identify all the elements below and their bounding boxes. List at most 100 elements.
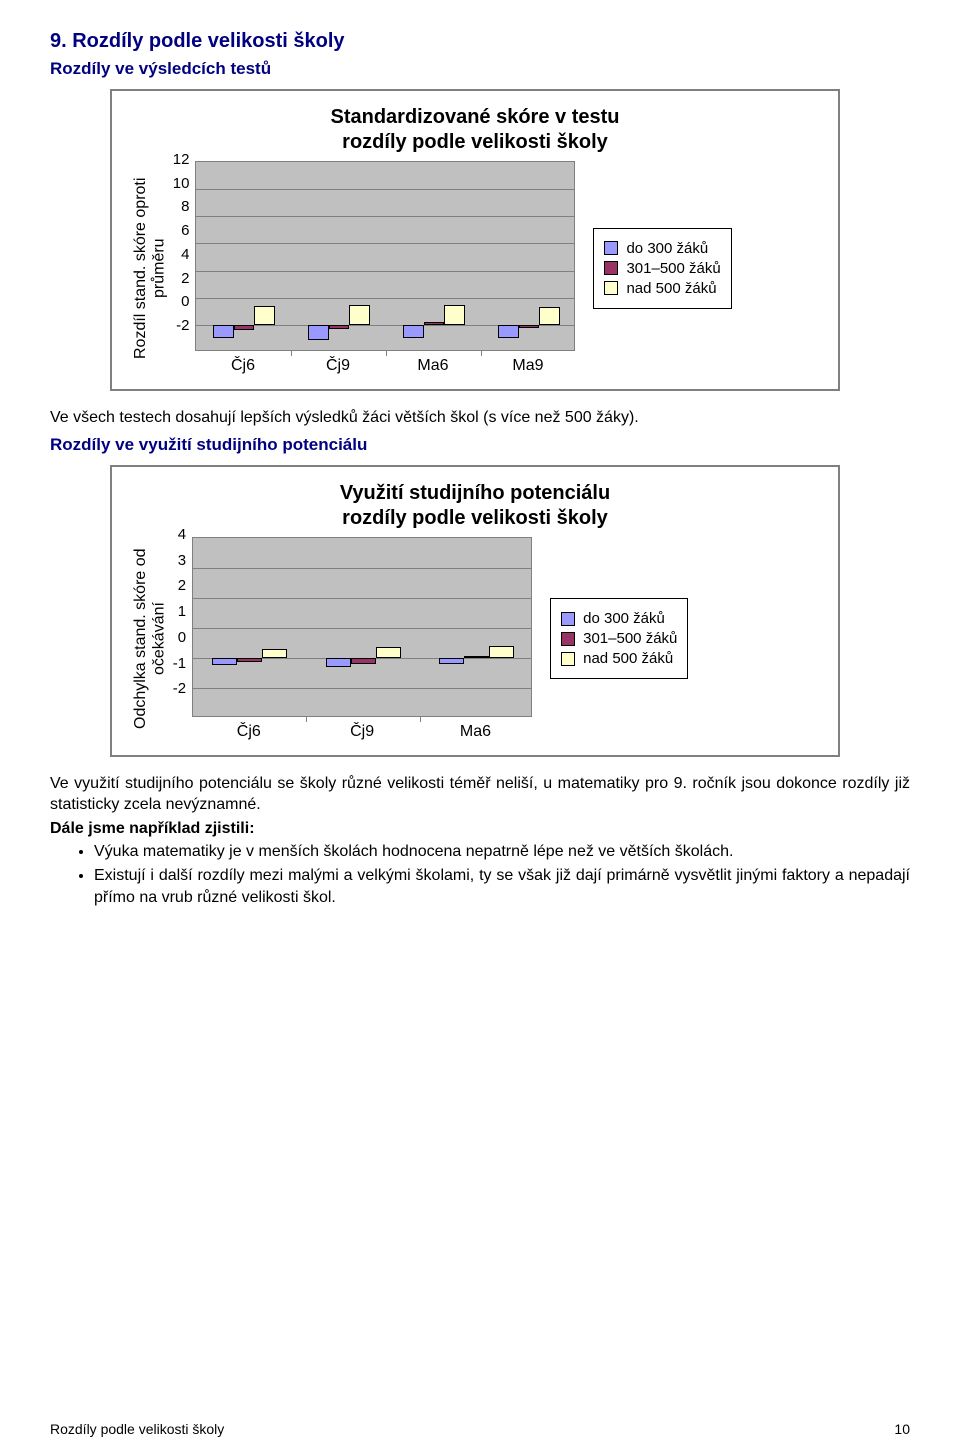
bar: [351, 658, 376, 664]
bar: [464, 656, 489, 658]
bar: [498, 325, 519, 339]
ytick-label: -2: [173, 314, 190, 338]
xtick-label: Čj6: [192, 723, 305, 741]
subheading-2: Rozdíly ve využití studijního potenciálu: [50, 435, 910, 455]
legend-swatch: [561, 652, 575, 666]
ytick-label: 4: [173, 242, 190, 266]
gridline: [193, 688, 531, 689]
bar: [308, 325, 329, 340]
legend-swatch: [561, 632, 575, 646]
bar: [539, 307, 560, 325]
category-separator: [481, 350, 482, 356]
ytick-label: 10: [173, 171, 190, 195]
chart-2-plot: [192, 537, 532, 717]
bar: [262, 649, 287, 658]
xtick-label: Čj6: [195, 357, 290, 375]
bar: [444, 305, 465, 325]
legend-swatch: [604, 281, 618, 295]
para-2: Ve využití studijního potenciálu se škol…: [50, 773, 910, 816]
xtick-label: Ma6: [419, 723, 532, 741]
bullets-intro: Dále jsme například zjistili:: [50, 818, 910, 840]
para-1: Ve všech testech dosahují lepších výsled…: [50, 407, 910, 429]
xtick-label: Ma9: [480, 357, 575, 375]
legend-item: nad 500 žáků: [604, 280, 720, 297]
footer-right: 10: [894, 1421, 910, 1437]
ytick-label: 3: [173, 547, 186, 573]
bar: [212, 658, 237, 666]
bullet-item: Existují i další rozdíly mezi malými a v…: [94, 865, 910, 908]
legend-label: do 300 žáků: [583, 610, 665, 627]
legend-item: do 300 žáků: [561, 610, 677, 627]
legend-label: nad 500 žáků: [583, 650, 673, 667]
chart-1: Standardizované skóre v testurozdíly pod…: [110, 89, 840, 391]
gridline: [193, 598, 531, 599]
bar: [519, 325, 540, 328]
legend-swatch: [561, 612, 575, 626]
bar: [237, 658, 262, 663]
legend-item: 301–500 žáků: [604, 260, 720, 277]
ytick-label: 4: [173, 522, 186, 548]
bar: [403, 325, 424, 339]
chart-2: Využití studijního potenciálurozdíly pod…: [110, 465, 840, 757]
legend-item: do 300 žáků: [604, 240, 720, 257]
chart-1-title: Standardizované skóre v testurozdíly pod…: [128, 105, 822, 155]
ytick-label: 8: [173, 195, 190, 219]
subheading-1: Rozdíly ve výsledcích testů: [50, 59, 910, 79]
ytick-label: 0: [173, 624, 186, 650]
category-separator: [291, 350, 292, 356]
legend-label: do 300 žáků: [626, 240, 708, 257]
ytick-label: 12: [173, 147, 190, 171]
bar: [213, 325, 234, 339]
chart-2-title: Využití studijního potenciálurozdíly pod…: [128, 481, 822, 531]
gridline: [196, 189, 574, 190]
gridline: [193, 568, 531, 569]
xtick-label: Čj9: [305, 723, 418, 741]
bar: [234, 325, 255, 330]
bullet-list: Výuka matematiky je v menších školách ho…: [50, 841, 910, 908]
bar: [439, 658, 464, 664]
gridline: [196, 243, 574, 244]
category-separator: [420, 716, 421, 722]
ytick-label: 2: [173, 573, 186, 599]
bullet-item: Výuka matematiky je v menších školách ho…: [94, 841, 910, 863]
chart-2-yticks: 43210-1-2: [173, 522, 192, 702]
bar: [254, 306, 275, 325]
legend-label: 301–500 žáků: [583, 630, 677, 647]
section-heading: 9. Rozdíly podle velikosti školy: [50, 30, 910, 53]
chart-2-legend: do 300 žáků 301–500 žáků nad 500 žáků: [550, 598, 688, 679]
ytick-label: 2: [173, 266, 190, 290]
chart-1-legend: do 300 žáků 301–500 žáků nad 500 žáků: [593, 228, 731, 309]
bar: [349, 305, 370, 325]
footer: Rozdíly podle velikosti školy 10: [50, 1421, 910, 1437]
legend-item: 301–500 žáků: [561, 630, 677, 647]
chart-2-xticks: Čj6Čj9Ma6: [192, 723, 532, 741]
gridline: [196, 271, 574, 272]
legend-label: nad 500 žáků: [626, 280, 716, 297]
chart-1-ylabel: Rozdíl stand. skóre oprotiprůměru: [128, 161, 173, 375]
legend-swatch: [604, 241, 618, 255]
xtick-label: Ma6: [385, 357, 480, 375]
ytick-label: -2: [173, 676, 186, 702]
bar: [489, 646, 514, 658]
ytick-label: 0: [173, 290, 190, 314]
chart-1-yticks: 121086420-2: [173, 147, 196, 337]
ytick-label: 1: [173, 599, 186, 625]
chart-1-plot: [195, 161, 575, 351]
chart-2-ylabel: Odchylka stand. skóre odočekávání: [128, 537, 173, 741]
bar: [376, 647, 401, 658]
ytick-label: -1: [173, 650, 186, 676]
gridline: [196, 216, 574, 217]
gridline: [196, 298, 574, 299]
footer-left: Rozdíly podle velikosti školy: [50, 1421, 224, 1437]
gridline: [193, 628, 531, 629]
bar: [424, 322, 445, 325]
category-separator: [386, 350, 387, 356]
bar: [326, 658, 351, 667]
legend-item: nad 500 žáků: [561, 650, 677, 667]
ytick-label: 6: [173, 219, 190, 243]
legend-label: 301–500 žáků: [626, 260, 720, 277]
bar: [329, 325, 350, 329]
legend-swatch: [604, 261, 618, 275]
xtick-label: Čj9: [290, 357, 385, 375]
chart-1-xticks: Čj6Čj9Ma6Ma9: [195, 357, 575, 375]
